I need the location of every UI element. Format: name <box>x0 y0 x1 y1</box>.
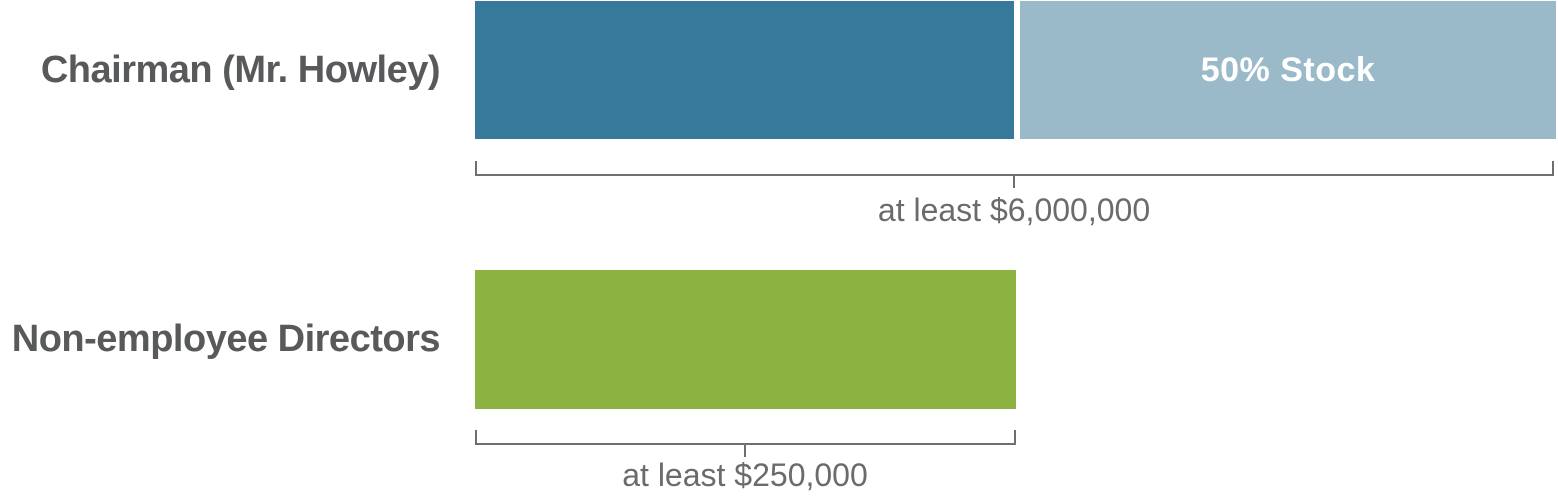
category-label-directors: Non-employee Directors <box>11 318 441 360</box>
chairman-bar: 50% Stock <box>475 1 1556 139</box>
chairman-requirement-label: at least $6,000,000 <box>877 192 1151 228</box>
directors-requirement-label: at least $250,000 <box>622 457 868 493</box>
chairman-bracket-pointer-tick <box>1013 176 1015 188</box>
category-label-chairman: Chairman (Mr. Howley) <box>40 48 441 91</box>
directors-bar <box>475 270 1016 409</box>
directors-bracket-right-tick <box>1014 430 1016 445</box>
chairman-bracket-right-tick <box>1552 161 1554 176</box>
chairman-bar-base-segment <box>475 1 1014 139</box>
stock-percentage-label: 50% Stock <box>1200 50 1376 89</box>
directors-bracket-line <box>475 443 1016 445</box>
chairman-bracket-left-tick <box>475 161 477 176</box>
chairman-bar-stock-segment: 50% Stock <box>1020 1 1556 139</box>
chairman-bracket-line <box>475 174 1554 176</box>
directors-bracket-pointer-tick <box>744 445 746 457</box>
directors-bracket-left-tick <box>475 430 477 445</box>
